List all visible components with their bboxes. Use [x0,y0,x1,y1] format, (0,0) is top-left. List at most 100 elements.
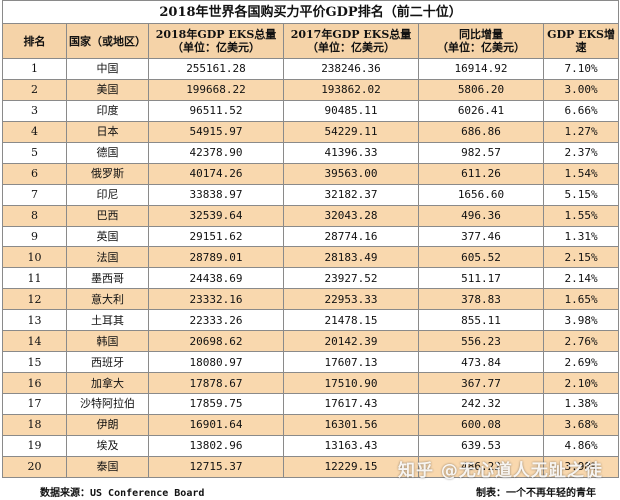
table-row: 2 美国 199668.22 193862.02 5806.20 3.00% [2,78,620,101]
table-credit: 制表：一个不再年轻的青年 [476,488,596,499]
cell-rank: 2 [2,78,67,101]
cell-gdp-2018: 32539.64 [148,204,284,227]
cell-growth-rate: 3.00% [542,78,620,101]
cell-growth: 473.84 [418,351,544,374]
cell-rank: 14 [2,330,67,353]
header-gdp-2018: 2018年GDP EKS总量 （单位：亿美元） [148,23,284,59]
header-growth-rate: GDP EKS增速 [542,23,620,59]
cell-growth-rate: 1.38% [542,393,620,415]
cell-country: 西班牙 [66,351,149,374]
cell-gdp-2018: 255161.28 [148,58,284,80]
cell-growth: 639.53 [418,434,544,457]
table-row: 13 土耳其 22333.26 21478.15 855.11 3.98% [2,309,620,332]
cell-gdp-2018: 22333.26 [148,309,284,332]
cell-gdp-2018: 29151.62 [148,225,284,248]
cell-growth-rate: 3.98% [542,455,620,479]
cell-growth-rate: 7.10% [542,58,620,80]
cell-gdp-2018: 24438.69 [148,267,284,290]
cell-growth: 556.23 [418,330,544,353]
table-row: 12 意大利 23332.16 22953.33 378.83 1.65% [2,288,620,311]
cell-country: 俄罗斯 [66,162,149,185]
cell-gdp-2017: 17607.13 [283,351,419,374]
table-row: 8 巴西 32539.64 32043.28 496.36 1.55% [2,204,620,227]
cell-growth: 5806.20 [418,78,544,101]
cell-gdp-2018: 54915.97 [148,120,284,143]
cell-gdp-2017: 16301.56 [283,413,419,436]
cell-country: 印尼 [66,183,149,206]
cell-growth: 611.26 [418,162,544,185]
cell-gdp-2017: 22953.33 [283,288,419,311]
cell-rank: 16 [2,372,67,394]
cell-growth-rate: 2.69% [542,351,620,374]
cell-growth-rate: 3.68% [542,413,620,436]
cell-growth: 686.86 [418,120,544,143]
cell-country: 埃及 [66,434,149,457]
cell-country: 韩国 [66,330,149,353]
cell-growth: 1656.60 [418,183,544,206]
cell-country: 意大利 [66,288,149,311]
cell-gdp-2017: 193862.02 [283,78,419,101]
cell-rank: 1 [2,58,67,80]
cell-country: 中国 [66,58,149,80]
cell-gdp-2018: 18080.97 [148,351,284,374]
cell-country: 泰国 [66,455,149,479]
header-gdp-2017: 2017年GDP EKS总量 （单位：亿美元） [283,23,419,59]
cell-rank: 5 [2,141,67,164]
cell-growth: 377.46 [418,225,544,248]
cell-country: 日本 [66,120,149,143]
cell-gdp-2017: 28183.49 [283,246,419,269]
table-row: 17 沙特阿拉伯 17859.75 17617.43 242.32 1.38% [2,393,620,415]
table-row: 4 日本 54915.97 54229.11 686.86 1.27% [2,120,620,143]
cell-gdp-2017: 13163.43 [283,434,419,457]
cell-country: 伊朗 [66,413,149,436]
cell-gdp-2017: 90485.11 [283,99,419,122]
cell-gdp-2018: 12715.37 [148,455,284,479]
cell-rank: 9 [2,225,67,248]
cell-gdp-2018: 13802.96 [148,434,284,457]
header-country: 国家（或地区） [66,23,149,59]
cell-gdp-2017: 32182.37 [283,183,419,206]
cell-growth: 855.11 [418,309,544,332]
cell-gdp-2017: 32043.28 [283,204,419,227]
cell-growth: 511.17 [418,267,544,290]
cell-gdp-2018: 20698.62 [148,330,284,353]
cell-gdp-2018: 17859.75 [148,393,284,415]
table-row: 19 埃及 13802.96 13163.43 639.53 4.86% [2,434,620,457]
source-label: 数据来源： [40,488,90,499]
cell-rank: 18 [2,413,67,436]
data-source: 数据来源：US Conference Board [40,484,204,499]
cell-rank: 4 [2,120,67,143]
cell-growth: 496.36 [418,204,544,227]
table-row: 15 西班牙 18080.97 17607.13 473.84 2.69% [2,351,620,374]
cell-gdp-2017: 17510.90 [283,372,419,394]
cell-country: 土耳其 [66,309,149,332]
header-row: 排名 国家（或地区） 2018年GDP EKS总量 （单位：亿美元） 2017年… [2,23,620,59]
cell-rank: 17 [2,393,67,415]
cell-country: 印度 [66,99,149,122]
table-row: 20 泰国 12715.37 12229.15 486.22 3.98% [2,455,620,479]
cell-growth-rate: 4.86% [542,434,620,457]
cell-country: 德国 [66,141,149,164]
cell-growth-rate: 2.14% [542,267,620,290]
cell-growth: 367.77 [418,372,544,394]
cell-gdp-2017: 54229.11 [283,120,419,143]
cell-growth-rate: 2.10% [542,372,620,394]
cell-growth-rate: 1.54% [542,162,620,185]
cell-rank: 20 [2,455,67,479]
cell-rank: 19 [2,434,67,457]
cell-growth-rate: 1.65% [542,288,620,311]
table-row: 16 加拿大 17878.67 17510.90 367.77 2.10% [2,372,620,394]
table-row: 14 韩国 20698.62 20142.39 556.23 2.76% [2,330,620,353]
cell-gdp-2017: 21478.15 [283,309,419,332]
cell-gdp-2018: 199668.22 [148,78,284,101]
table-row: 9 英国 29151.62 28774.16 377.46 1.31% [2,225,620,248]
header-growth: 同比增量 （单位：亿美元） [418,23,544,59]
cell-growth-rate: 1.55% [542,204,620,227]
cell-growth: 242.32 [418,393,544,415]
cell-rank: 12 [2,288,67,311]
table-title: 2018年世界各国购买力平价GDP排名（前二十位） [1,0,620,24]
cell-rank: 3 [2,99,67,122]
cell-growth-rate: 6.66% [542,99,620,122]
cell-gdp-2018: 33838.97 [148,183,284,206]
cell-growth-rate: 3.98% [542,309,620,332]
